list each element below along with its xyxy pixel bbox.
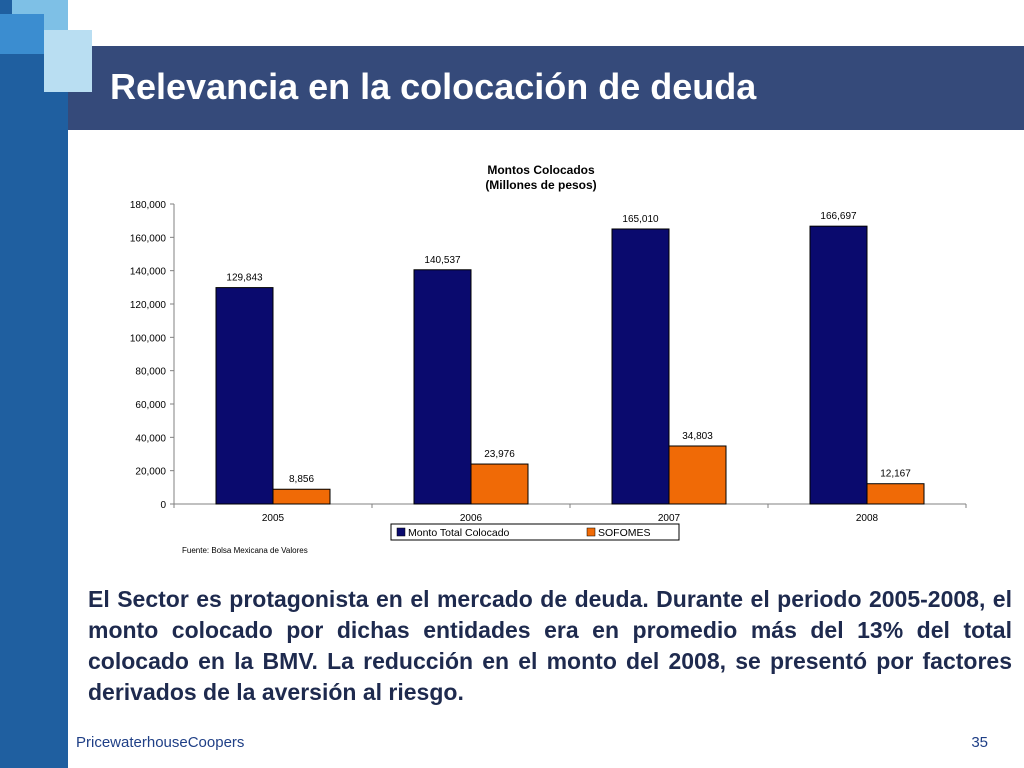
y-tick-label: 60,000	[135, 400, 166, 411]
bar-sofomes	[668, 445, 727, 505]
data-label: 166,697	[820, 211, 857, 222]
decorative-square	[0, 14, 44, 54]
data-label: 23,976	[484, 449, 515, 460]
bar-sofomes	[272, 488, 331, 505]
data-label: 129,843	[226, 273, 263, 284]
data-label: 165,010	[622, 214, 659, 225]
y-tick-label: 140,000	[130, 267, 167, 278]
bar-monto-total	[215, 287, 274, 505]
chart-source: Fuente: Bolsa Mexicana de Valores	[182, 546, 308, 555]
legend-label: Monto Total Colocado	[408, 527, 510, 539]
bar-sofomes	[470, 463, 529, 505]
y-tick-label: 40,000	[135, 433, 166, 444]
y-tick-label: 160,000	[130, 233, 167, 244]
slide-title: Relevancia en la colocación de deuda	[110, 66, 757, 107]
bar-monto-total	[809, 225, 868, 505]
x-tick-label: 2005	[262, 513, 285, 524]
y-tick-label: 20,000	[135, 467, 166, 478]
chart-title: Montos Colocados	[487, 163, 595, 177]
bar-sofomes	[866, 483, 925, 505]
legend-swatch	[396, 527, 406, 537]
legend-swatch	[586, 527, 596, 537]
bar-monto-total	[413, 269, 472, 505]
data-label: 12,167	[880, 469, 911, 480]
legend-box	[390, 523, 680, 541]
data-label: 8,856	[289, 474, 314, 485]
x-tick-label: 2006	[460, 513, 483, 524]
data-label: 34,803	[682, 431, 713, 442]
footer-company: PricewaterhouseCoopers	[76, 734, 245, 751]
bar-chart: Montos Colocados(Millones de pesos) 0 20,0…	[130, 163, 967, 555]
y-tick-label: 80,000	[135, 367, 166, 378]
chart-subtitle: (Millones de pesos)	[485, 178, 596, 192]
y-tick-label: 120,000	[130, 300, 167, 311]
body-paragraph: El Sector es protagonista en el mercado …	[88, 586, 1012, 705]
x-tick-label: 2008	[856, 513, 879, 524]
x-tick-label: 2007	[658, 513, 681, 524]
left-accent-bar	[0, 0, 68, 768]
y-tick-label: 180,000	[130, 200, 167, 211]
legend-label: SOFOMES	[598, 527, 651, 539]
y-tick-label: 100,000	[130, 333, 167, 344]
page-number: 35	[971, 734, 988, 751]
data-label: 140,537	[424, 255, 461, 266]
y-tick-label: 0	[160, 500, 166, 511]
decorative-square	[44, 30, 92, 92]
bar-monto-total	[611, 228, 670, 505]
title-bar	[68, 46, 1024, 130]
